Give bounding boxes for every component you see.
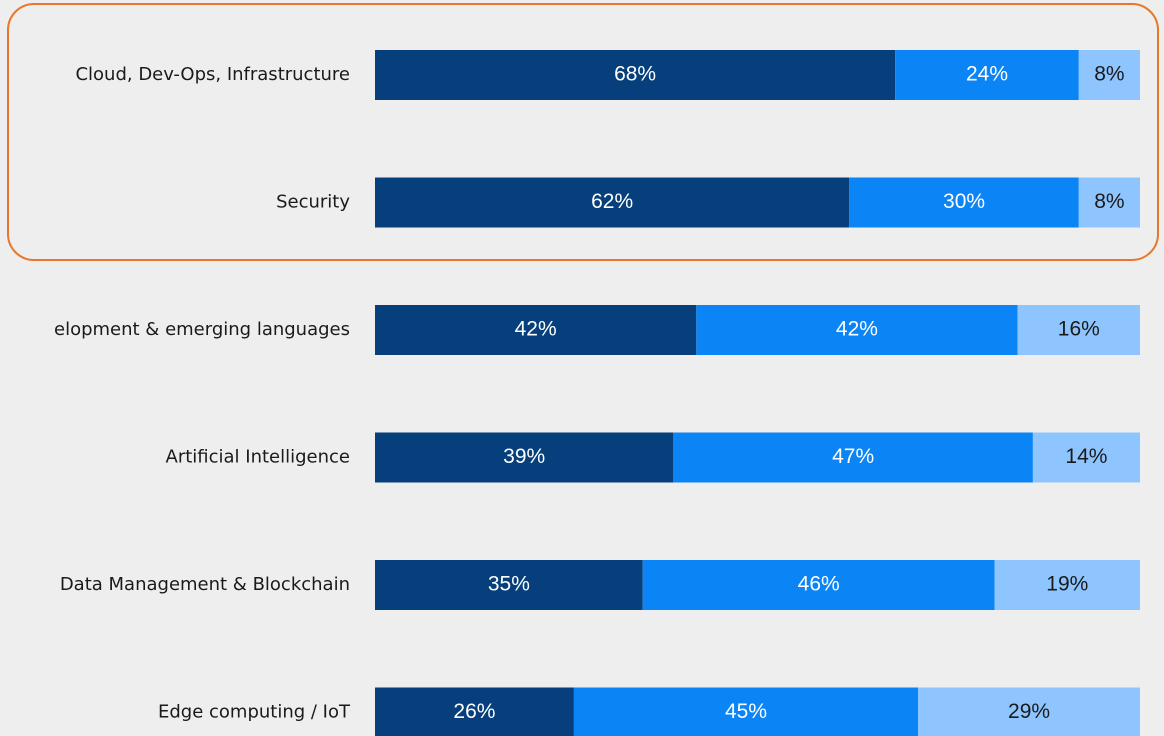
bar-segment <box>375 687 574 736</box>
bar-segment <box>895 50 1079 100</box>
bar-segment <box>375 305 697 355</box>
value-label: 47% <box>832 445 874 468</box>
bar-segment <box>673 432 1033 483</box>
value-label: 8% <box>1094 190 1124 213</box>
value-label: 46% <box>798 573 840 596</box>
bar-segment <box>375 50 896 100</box>
bar-segment <box>1032 432 1140 483</box>
value-label: 29% <box>1008 700 1050 723</box>
category-label: Edge computing / IoT <box>158 702 351 723</box>
bar-segment <box>642 560 995 610</box>
highlight-box <box>7 3 1159 261</box>
bar-segment <box>918 687 1140 736</box>
bar-segment <box>375 177 850 228</box>
value-label: 42% <box>836 318 878 341</box>
value-label: 19% <box>1046 573 1088 596</box>
value-label: 42% <box>515 318 557 341</box>
category-label: Security <box>276 192 350 213</box>
value-label: 8% <box>1094 63 1124 86</box>
value-label: 24% <box>966 63 1008 86</box>
value-label: 26% <box>453 700 495 723</box>
bar-segment <box>573 687 919 736</box>
bar-segment <box>1017 305 1140 355</box>
bar-segment <box>1078 177 1140 228</box>
value-label: 62% <box>591 190 633 213</box>
bar-segment <box>1078 50 1140 100</box>
bar-segment <box>375 560 643 610</box>
bar-segment <box>994 560 1140 610</box>
category-label: Cloud, Dev-Ops, Infrastructure <box>75 64 350 85</box>
value-label: 35% <box>488 573 530 596</box>
category-label: elopment & emerging languages <box>54 319 350 340</box>
value-label: 14% <box>1065 445 1107 468</box>
category-label: Artificial Intelligence <box>166 447 351 468</box>
bar-segment <box>375 432 674 483</box>
value-label: 30% <box>943 190 985 213</box>
value-label: 68% <box>614 63 656 86</box>
value-label: 39% <box>503 445 545 468</box>
bar-segment <box>849 177 1079 228</box>
bar-segment <box>696 305 1018 355</box>
value-label: 16% <box>1058 318 1100 341</box>
value-label: 45% <box>725 700 767 723</box>
category-label: Data Management & Blockchain <box>60 574 350 595</box>
